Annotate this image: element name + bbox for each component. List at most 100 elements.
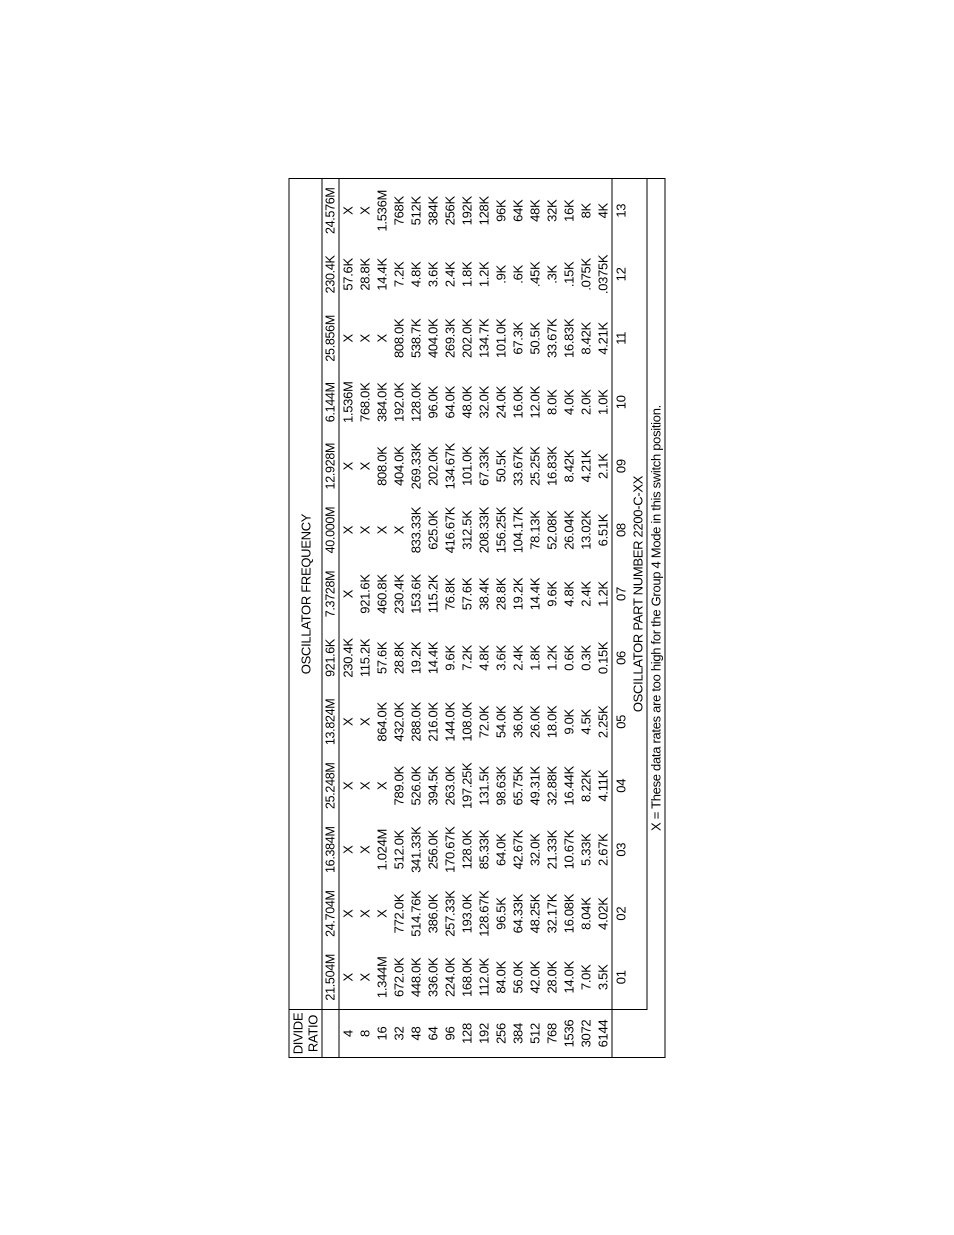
data-cell: 230.4K (391, 562, 408, 626)
data-cell: 288.0K (408, 689, 425, 753)
data-cell: 52.08K (544, 498, 561, 562)
data-cell: 2.25K (595, 689, 613, 753)
data-cell: 168.0K (459, 945, 476, 1009)
data-cell: 404.0K (425, 306, 442, 370)
data-cell: 0.3K (578, 625, 595, 689)
data-cell: 512K (408, 178, 425, 242)
data-cell: 7.2K (459, 625, 476, 689)
data-cell: 512.0K (391, 817, 408, 881)
data-cell: 128.0K (408, 370, 425, 434)
data-cell: 78.13K (527, 498, 544, 562)
data-cell: 1.8K (527, 625, 544, 689)
data-cell: 98.63K (493, 753, 510, 817)
data-cell: 48.0K (459, 370, 476, 434)
freq-header-0: 21.504M (322, 945, 339, 1009)
data-cell: 24.0K (493, 370, 510, 434)
ratio-96: 96 (442, 1009, 459, 1057)
data-cell: 2.4K (442, 242, 459, 306)
freq-header-8: 12.928M (322, 434, 339, 498)
ratio-32: 32 (391, 1009, 408, 1057)
data-cell: X (374, 753, 391, 817)
data-cell: 48.25K (527, 881, 544, 945)
data-cell: 526.0K (408, 753, 425, 817)
data-cell: 1.2K (595, 562, 613, 626)
data-cell: 625.0K (425, 498, 442, 562)
data-cell: X (374, 881, 391, 945)
data-cell: X (357, 306, 374, 370)
data-cell: 25.25K (527, 434, 544, 498)
data-cell: 19.2K (408, 625, 425, 689)
data-cell: 257.33K (442, 881, 459, 945)
data-cell: 1.344M (374, 945, 391, 1009)
data-cell: 197.25K (459, 753, 476, 817)
data-cell: 1.2K (544, 625, 561, 689)
data-cell: 789.0K (391, 753, 408, 817)
data-cell: X (357, 945, 374, 1009)
ratio-48: 48 (408, 1009, 425, 1057)
page: DIVIDERATIOOSCILLATOR FREQUENCY21.504M24… (0, 0, 954, 1235)
ratio-512: 512 (527, 1009, 544, 1057)
data-cell: 32.17K (544, 881, 561, 945)
freq-header-7: 40.000M (322, 498, 339, 562)
part-number-07: 07 (612, 562, 630, 626)
data-cell: 14.4K (527, 562, 544, 626)
data-cell: 384K (425, 178, 442, 242)
data-cell: 101.0K (459, 434, 476, 498)
ratio-8: 8 (357, 1009, 374, 1057)
freq-header-6: 7.3728M (322, 562, 339, 626)
data-cell: 115.2K (425, 562, 442, 626)
data-cell: 26.04K (561, 498, 578, 562)
osc-freq-header: OSCILLATOR FREQUENCY (289, 178, 322, 1009)
data-cell: 460.8K (374, 562, 391, 626)
data-cell: 2.67K (595, 817, 613, 881)
data-cell: X (339, 689, 357, 753)
data-cell: 64.0K (493, 817, 510, 881)
part-number-12: 12 (612, 242, 630, 306)
data-cell: 33.67K (510, 434, 527, 498)
data-cell: 341.33K (408, 817, 425, 881)
data-cell: 32K (544, 178, 561, 242)
data-cell: 156.25K (493, 498, 510, 562)
data-cell: 768K (391, 178, 408, 242)
data-cell: 64.33K (510, 881, 527, 945)
data-cell: 5.33K (578, 817, 595, 881)
ratio-384: 384 (510, 1009, 527, 1057)
data-cell: 192K (459, 178, 476, 242)
data-cell: 72.0K (476, 689, 493, 753)
part-number-05: 05 (612, 689, 630, 753)
part-number-01: 01 (612, 945, 630, 1009)
data-cell: 833.33K (408, 498, 425, 562)
data-cell: 4.8K (408, 242, 425, 306)
data-cell: 2.0K (578, 370, 595, 434)
data-cell: .9K (493, 242, 510, 306)
ratio-64: 64 (425, 1009, 442, 1057)
ratio-4: 4 (339, 1009, 357, 1057)
data-cell: 36.0K (510, 689, 527, 753)
data-cell: 7.0K (578, 945, 595, 1009)
data-cell: 808.0K (374, 434, 391, 498)
data-cell: 384.0K (374, 370, 391, 434)
data-cell: 144.0K (442, 689, 459, 753)
data-cell: .15K (561, 242, 578, 306)
data-cell: X (339, 945, 357, 1009)
part-number-02: 02 (612, 881, 630, 945)
data-cell: 263.0K (442, 753, 459, 817)
data-cell: 65.75K (510, 753, 527, 817)
data-cell: 67.3K (510, 306, 527, 370)
data-cell: 18.0K (544, 689, 561, 753)
data-cell: 7.2K (391, 242, 408, 306)
data-cell: .6K (510, 242, 527, 306)
data-cell: 9.0K (561, 689, 578, 753)
data-cell: 28.8K (493, 562, 510, 626)
data-cell: 134.7K (476, 306, 493, 370)
data-cell: 193.0K (459, 881, 476, 945)
freq-header-3: 25.248M (322, 753, 339, 817)
data-cell: 14.4K (374, 242, 391, 306)
part-number-08: 08 (612, 498, 630, 562)
data-cell: .0375K (595, 242, 613, 306)
data-cell: 4.8K (561, 562, 578, 626)
data-cell: 42.67K (510, 817, 527, 881)
oscillator-table: DIVIDERATIOOSCILLATOR FREQUENCY21.504M24… (289, 178, 666, 1058)
data-cell: .075K (578, 242, 595, 306)
data-cell: 112.0K (476, 945, 493, 1009)
